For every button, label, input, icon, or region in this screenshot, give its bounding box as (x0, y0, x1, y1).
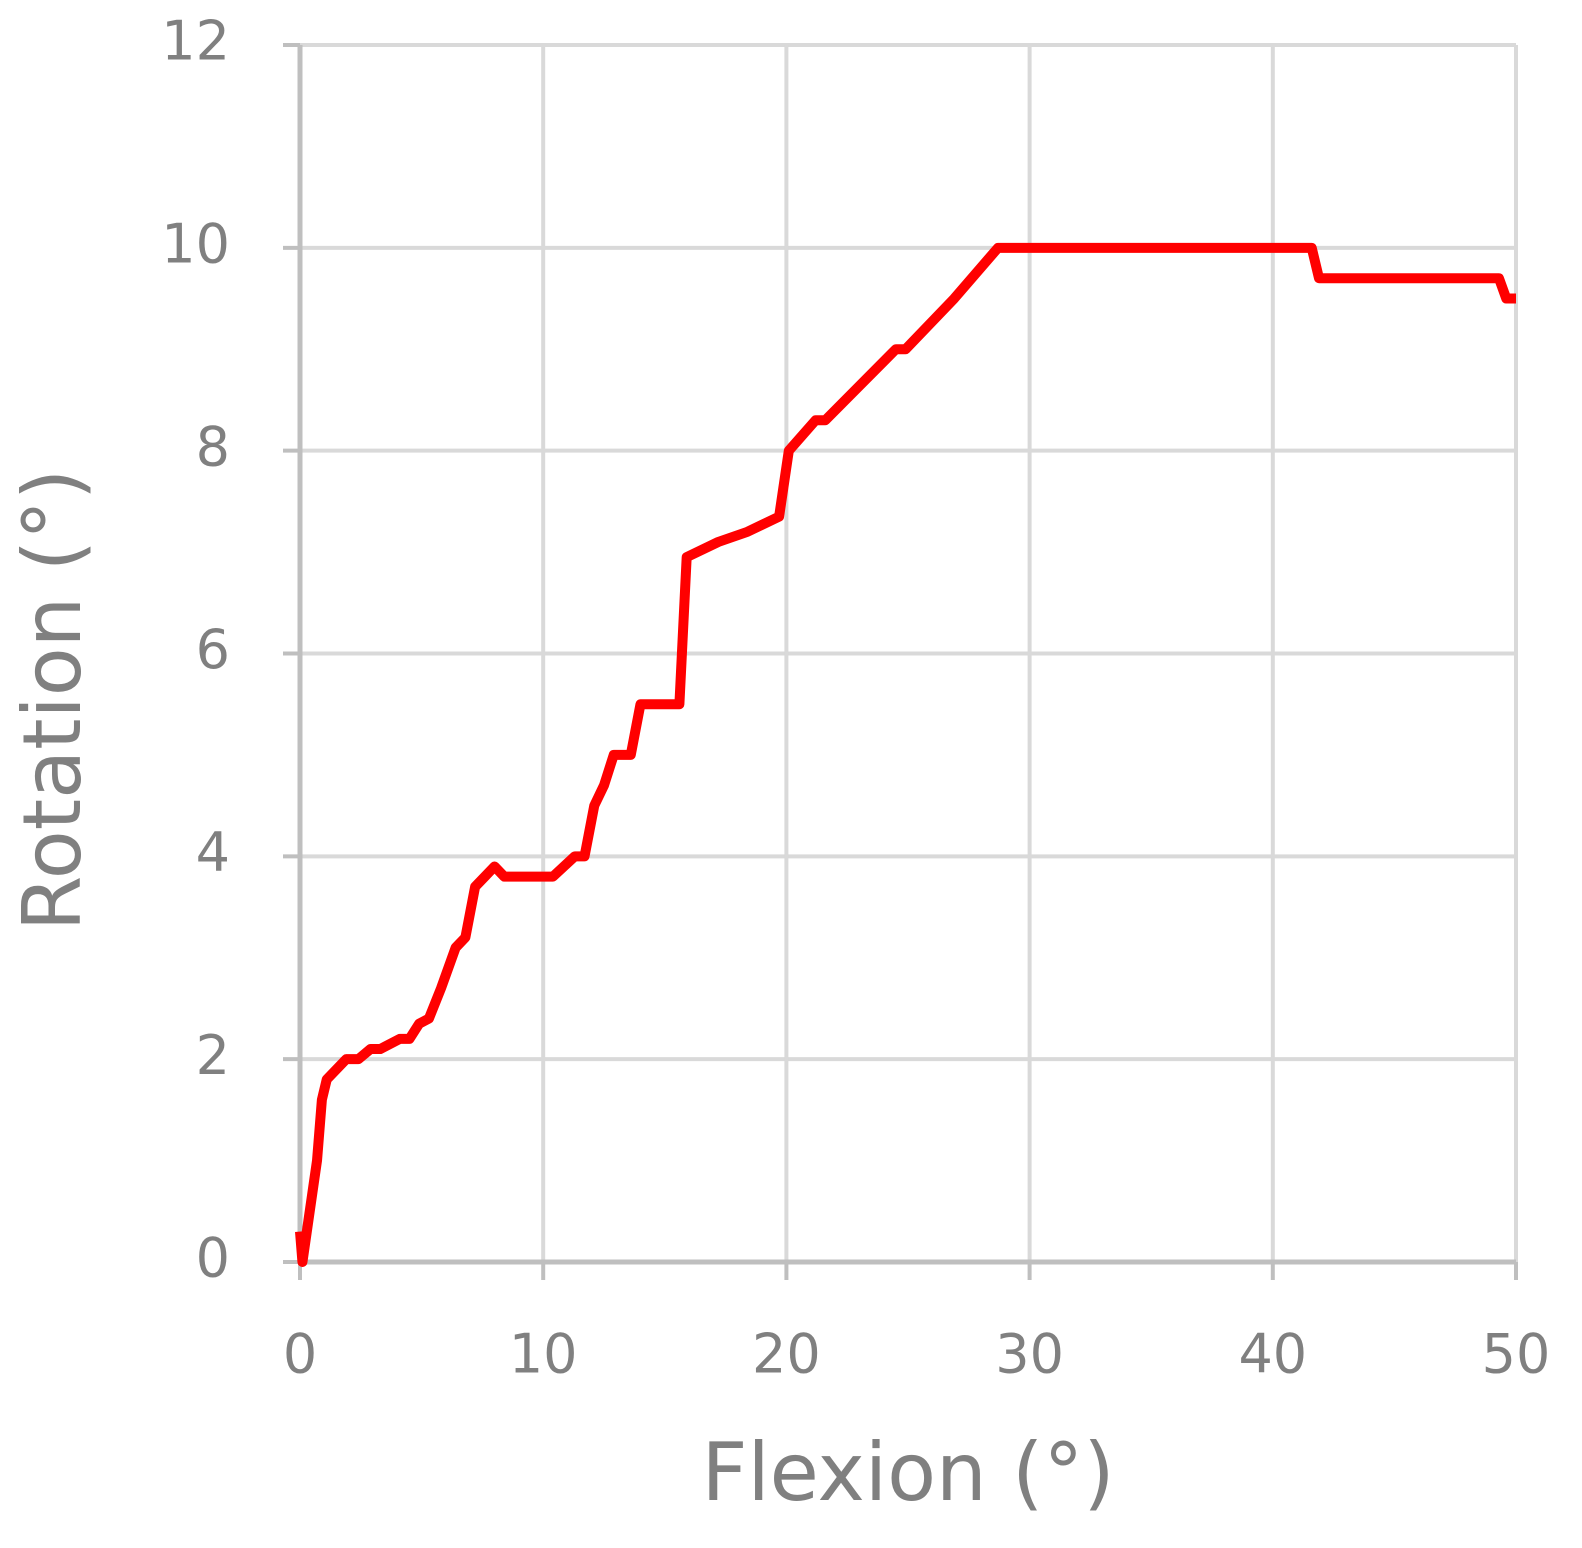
data-line (295, 242, 1516, 1267)
y-tick-label: 8 (196, 415, 230, 478)
x-tick-label: 20 (752, 1323, 821, 1386)
x-tick-label: 0 (283, 1323, 317, 1386)
x-tick-label: 50 (1482, 1323, 1551, 1386)
x-axis-title: Flexion (°) (701, 1426, 1114, 1519)
y-tick-label: 12 (161, 10, 230, 73)
x-tick-label: 30 (995, 1323, 1064, 1386)
x-tick-label: 10 (509, 1323, 578, 1386)
y-tick-label: 10 (161, 212, 230, 275)
y-tick-label: 0 (196, 1227, 230, 1290)
y-tick-label: 2 (196, 1024, 230, 1087)
x-tick-label: 40 (1238, 1323, 1307, 1386)
y-tick-label: 4 (196, 821, 230, 884)
y-tick-label: 6 (196, 618, 230, 681)
y-axis-title: Rotation (°) (6, 469, 99, 931)
